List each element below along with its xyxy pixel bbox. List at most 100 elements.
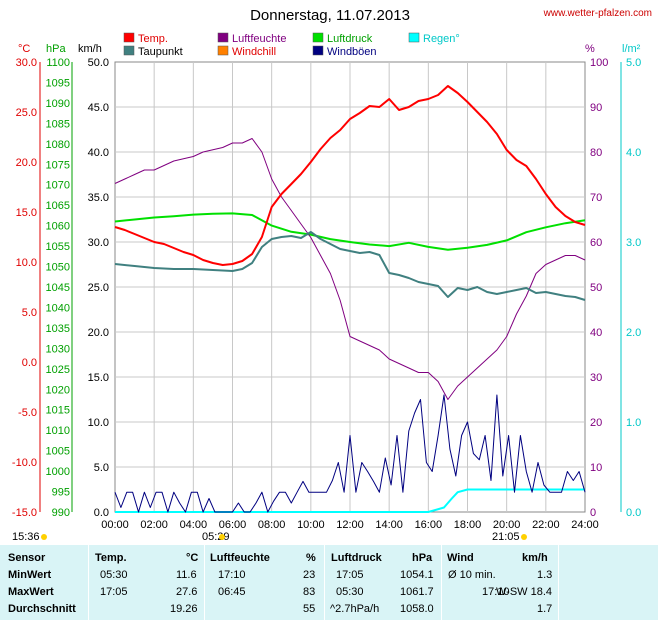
x-tick-label: 16:00 xyxy=(415,519,443,531)
temp-tick-label: -5.0 xyxy=(18,407,37,419)
humidity-tick-label: 70 xyxy=(590,192,602,204)
x-tick-label: 14:00 xyxy=(375,519,403,531)
weather-chart: Donnerstag, 11.07.2013 www.wetter-pfalze… xyxy=(12,7,652,543)
temp-tick-label: 30.0 xyxy=(16,57,37,69)
wind-tick-label: 50.0 xyxy=(88,57,109,69)
humidity-tick-label: 90 xyxy=(590,102,602,114)
series-line-temp xyxy=(114,85,586,266)
x-tick-label: 24:00 xyxy=(571,519,599,531)
wind-tick-label: 10.0 xyxy=(88,417,109,429)
temp-time: 05:30 xyxy=(100,569,128,581)
humidity-tick-label: 40 xyxy=(590,327,602,339)
rain-tick-label: 5.0 xyxy=(626,57,641,69)
x-tick-label: 10:00 xyxy=(297,519,325,531)
legend-swatch xyxy=(123,32,135,43)
site-label[interactable]: www.wetter-pfalzen.com xyxy=(543,8,652,19)
pressure-tick-label: 1030 xyxy=(46,343,70,355)
left-axes: 30.0 25.0 20.0 15.0 10.0 5.0 0.0 -5.0 -10.0 -15.0… xyxy=(12,57,109,519)
pressure-value: 1058.0 xyxy=(400,603,434,615)
humidity-value: 83 xyxy=(303,586,316,598)
pressure-tick-label: 1035 xyxy=(46,323,70,335)
pressure-tick-label: 1015 xyxy=(46,405,70,417)
sunrise-icon xyxy=(219,534,225,540)
x-tick-label: 02:00 xyxy=(140,519,168,531)
series-line-taupunkt xyxy=(114,231,586,301)
header-humidity-unit: % xyxy=(306,552,316,564)
temp-value: 27.6 xyxy=(176,586,198,598)
legend-swatch xyxy=(408,32,420,43)
pressure-tick-label: 1080 xyxy=(46,139,70,151)
header-temp-unit: °C xyxy=(186,552,199,564)
humidity-tick-label: 20 xyxy=(590,417,602,429)
pressure-tick-label: 1020 xyxy=(46,384,70,396)
temp-time: 17:05 xyxy=(100,586,128,598)
pressure-tick-label: 1050 xyxy=(46,262,70,274)
x-tick-label: 00:00 xyxy=(101,519,129,531)
table-row: MaxWert 17:05 27.6 06:45 83 05:30 1061.7… xyxy=(0,584,658,601)
wind-tick-label: 25.0 xyxy=(88,282,109,294)
pressure-unit-label: hPa xyxy=(46,43,66,55)
wind-tick-label: 35.0 xyxy=(88,192,109,204)
wind-time: 17:10 xyxy=(482,586,510,598)
pressure-tick-label: 1085 xyxy=(46,118,70,130)
legend-swatch xyxy=(312,32,324,43)
table-row: MinWert 05:30 11.6 17:10 23 17:05 1054.1… xyxy=(0,567,658,584)
row-label: MinWert xyxy=(8,569,52,581)
legend: Temp. Luftfeuchte Luftdruck Regen° Taupunkt W… xyxy=(123,32,460,58)
temp-tick-label: 0.0 xyxy=(22,357,37,369)
wind-tick-label: 5.0 xyxy=(94,462,109,474)
wind-unit-label: km/h xyxy=(78,43,102,55)
left-time-label: 15:36 xyxy=(12,531,40,543)
header-pressure-unit: hPa xyxy=(412,552,433,564)
humidity-tick-label: 10 xyxy=(590,462,602,474)
wind-value: 1.7 xyxy=(537,603,553,615)
pressure-tick-label: 1075 xyxy=(46,159,70,171)
pressure-value: 1054.1 xyxy=(400,569,434,581)
row-label: MaxWert xyxy=(8,586,54,598)
legend-swatch xyxy=(123,45,135,56)
x-tick-label: 04:00 xyxy=(180,519,208,531)
x-tick-label: 20:00 xyxy=(493,519,521,531)
series xyxy=(114,85,586,513)
unit-labels: °C hPa km/h% l/m² xyxy=(18,43,641,55)
humidity-time: 06:45 xyxy=(218,586,246,598)
wind-tick-label: 20.0 xyxy=(88,327,109,339)
legend-label: Luftfeuchte xyxy=(232,33,286,45)
pressure-tick-label: 1095 xyxy=(46,77,70,89)
legend-label: Luftdruck xyxy=(327,33,373,45)
legend-swatch xyxy=(312,45,324,56)
wind-tick-label: 0.0 xyxy=(94,507,109,519)
humidity-unit-label: % xyxy=(585,43,595,55)
pressure-tick-label: 1005 xyxy=(46,446,70,458)
wind-value: W-SW 18.4 xyxy=(496,586,553,598)
legend-label: Taupunkt xyxy=(138,46,183,58)
temp-tick-label: 15.0 xyxy=(16,207,37,219)
x-tick-label: 08:00 xyxy=(258,519,286,531)
legend-swatch xyxy=(217,45,229,56)
header-sensor: Sensor xyxy=(8,552,46,564)
sun-icon xyxy=(41,534,47,540)
humidity-tick-label: 30 xyxy=(590,372,602,384)
pressure-tick-label: 1025 xyxy=(46,364,70,376)
header-pressure: Luftdruck xyxy=(331,552,382,564)
pressure-tick-label: 1090 xyxy=(46,98,70,110)
series-line-luftfeuchte xyxy=(114,138,586,400)
wind-tick-label: 40.0 xyxy=(88,147,109,159)
x-tick-labels: 00:00 02:00 04:00 06:00 08:00 10:00 12:00 14:00… xyxy=(101,519,599,531)
pressure-time: 05:30 xyxy=(336,586,364,598)
wind-tick-label: 45.0 xyxy=(88,102,109,114)
temp-value: 11.6 xyxy=(176,569,197,581)
temp-tick-label: 10.0 xyxy=(16,257,37,269)
legend-swatch xyxy=(217,32,229,43)
row-label: Durchschnitt xyxy=(8,603,76,615)
legend-label: Windböen xyxy=(327,46,377,58)
wind-tick-label: 15.0 xyxy=(88,372,109,384)
table-row: Durchschnitt 19.26 55 ^2.7hPa/h 1058.0 1… xyxy=(0,601,658,618)
wind-value: 1.3 xyxy=(537,569,553,581)
temp-tick-label: -15.0 xyxy=(12,507,37,519)
rain-tick-label: 0.0 xyxy=(626,507,641,519)
x-tick-label: 22:00 xyxy=(532,519,560,531)
chart-title: Donnerstag, 11.07.2013 xyxy=(250,7,410,24)
pressure-tick-label: 990 xyxy=(52,507,70,519)
humidity-value: 23 xyxy=(303,569,316,581)
